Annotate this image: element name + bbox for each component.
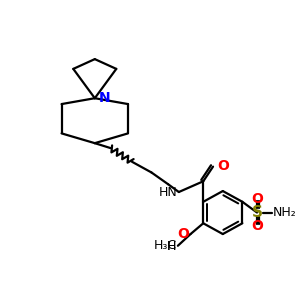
Text: HN: HN (159, 185, 178, 199)
Text: NH₂: NH₂ (273, 206, 296, 219)
Text: H: H (167, 240, 176, 253)
Text: O: O (178, 227, 190, 241)
Text: S: S (251, 205, 262, 220)
Text: H: H (167, 240, 176, 253)
Text: O: O (251, 192, 263, 206)
Text: H₃C: H₃C (154, 239, 177, 252)
Text: N: N (99, 91, 110, 105)
Text: O: O (251, 219, 263, 233)
Text: O: O (217, 159, 229, 172)
